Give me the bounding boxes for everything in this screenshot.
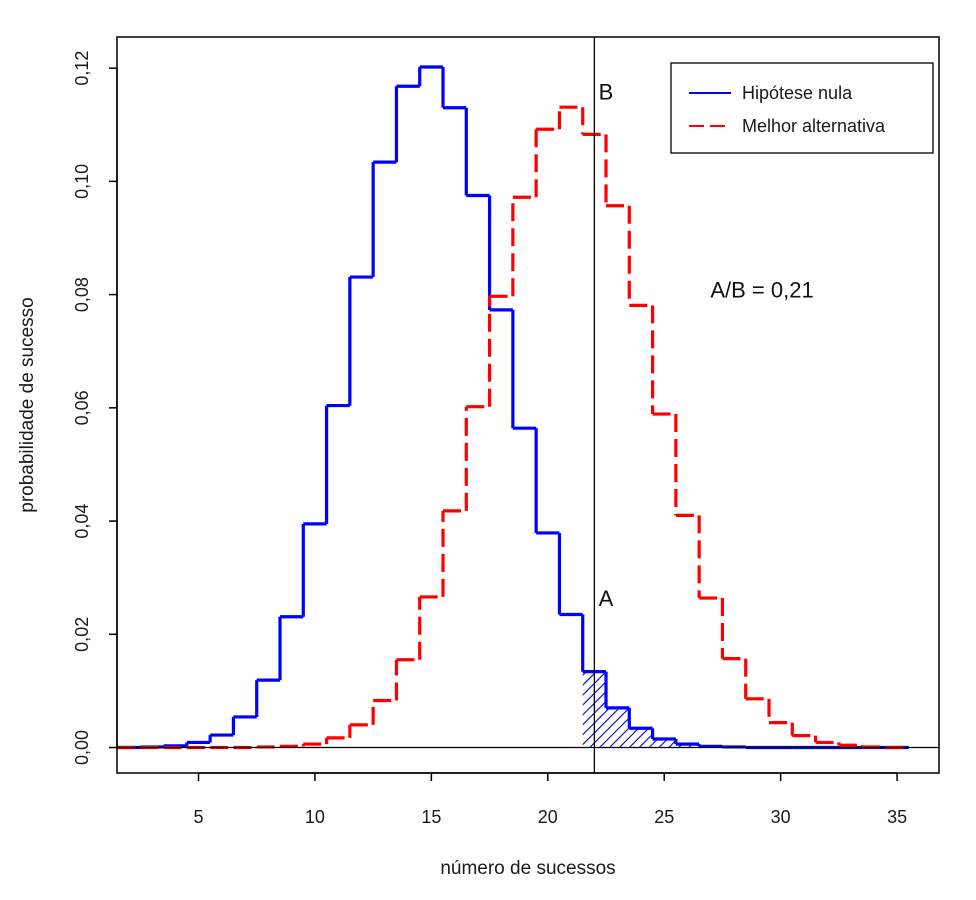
y-tick-label: 0,06: [72, 390, 92, 425]
legend-box: [670, 62, 934, 154]
legend-label: Melhor alternativa: [742, 116, 886, 136]
shaded-bar: [675, 744, 700, 748]
x-tick-label: 20: [538, 807, 558, 827]
x-axis: 5 10 15 20 25 30 35: [193, 772, 907, 827]
y-tick-label: 0,08: [72, 277, 92, 312]
x-tick-label: 35: [887, 807, 907, 827]
shaded-tail-area: [582, 671, 746, 748]
annotation-label: A: [599, 586, 614, 611]
y-tick-label: 0,12: [72, 51, 92, 86]
legend-label: Hipótese nula: [742, 83, 853, 103]
shaded-bar: [629, 728, 653, 748]
shaded-bar: [652, 739, 676, 748]
series-layer: [117, 65, 909, 750]
y-tick-label: 0,00: [72, 730, 92, 765]
y-tick-label: 0,04: [72, 504, 92, 539]
y-axis: 0,00 0,02 0,04 0,06 0,08 0,10 0,12: [72, 51, 118, 765]
x-tick-label: 15: [421, 807, 441, 827]
series-hipótese-nula: [117, 65, 909, 750]
annotation-label: A/B = 0,21: [710, 277, 813, 302]
reference-lines: [117, 37, 939, 773]
x-tick-label: 10: [305, 807, 325, 827]
legend: Hipótese nula Melhor alternativa: [670, 62, 934, 154]
x-tick-label: 5: [193, 807, 203, 827]
y-tick-label: 0,10: [72, 164, 92, 199]
annotations: A B A/B = 0,21: [599, 79, 814, 611]
x-tick-label: 30: [771, 807, 791, 827]
x-axis-title: número de sucessos: [440, 858, 615, 879]
annotation-label: B: [599, 79, 614, 104]
y-axis-title: probabilidade de sucesso: [17, 297, 38, 513]
shaded-bar: [606, 707, 630, 748]
x-tick-label: 25: [654, 807, 674, 827]
y-tick-label: 0,02: [72, 617, 92, 652]
